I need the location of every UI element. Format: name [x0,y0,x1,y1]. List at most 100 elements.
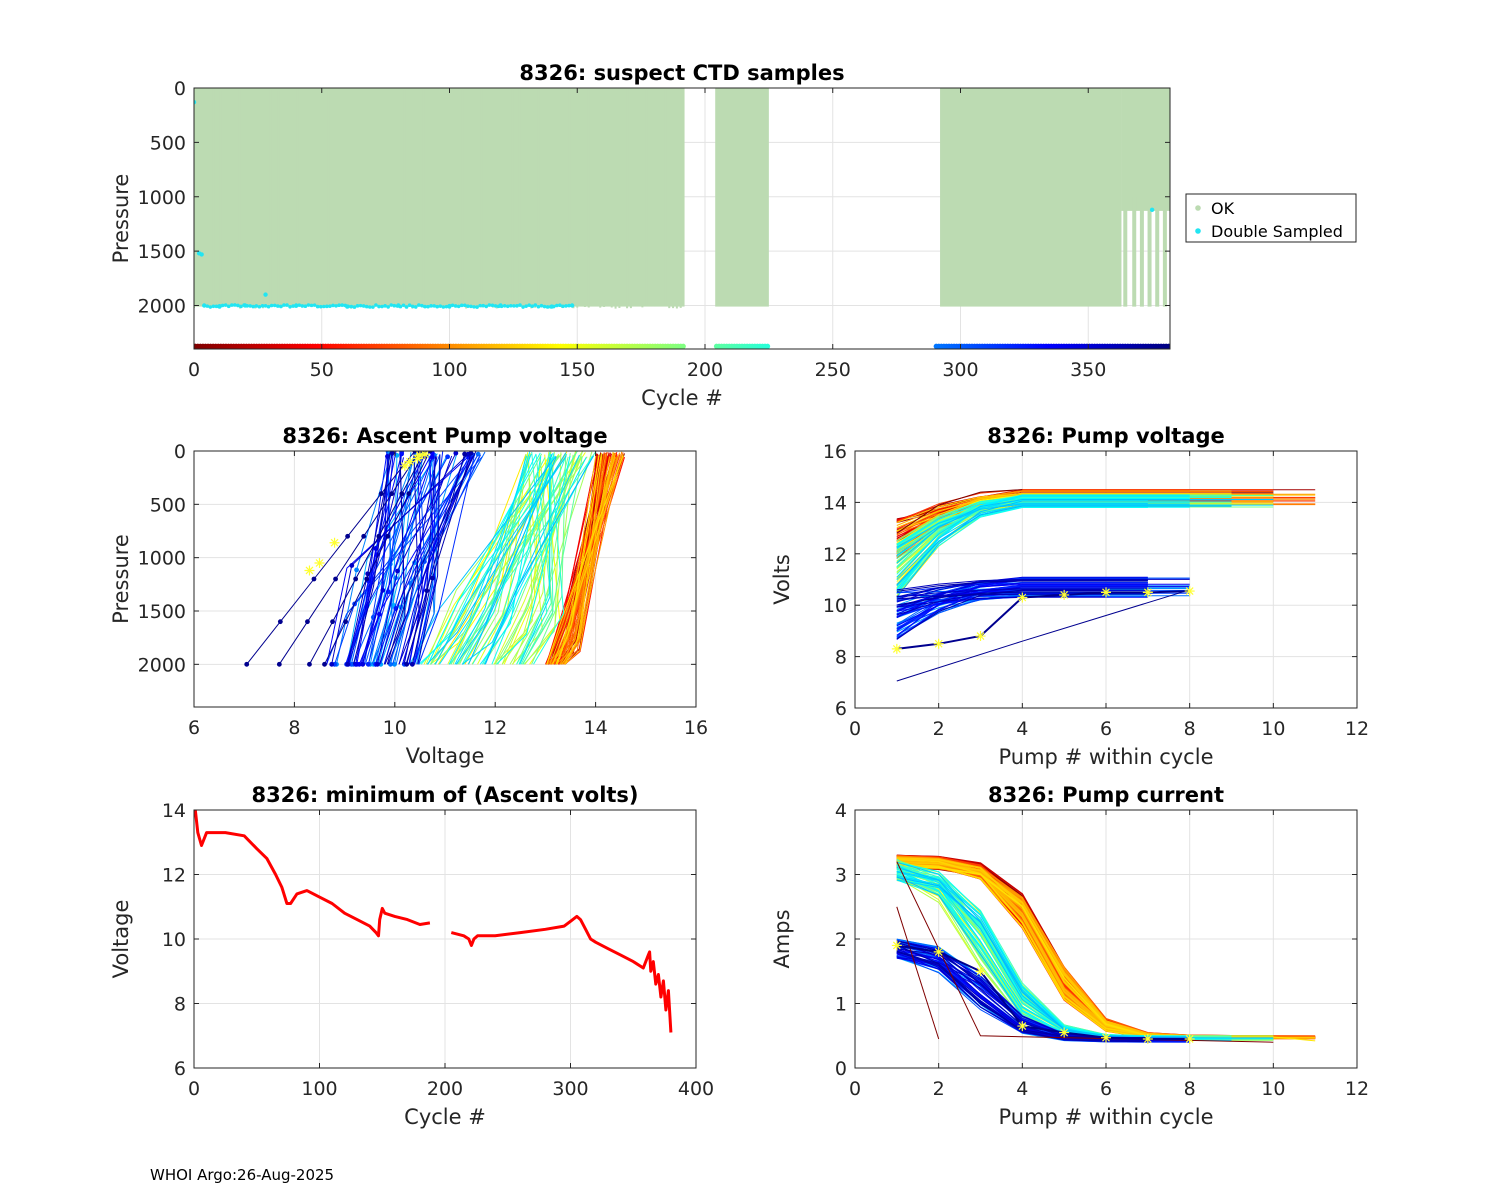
y-tick-label: 1000 [138,187,186,209]
double-sampled-point [266,304,271,309]
ascent-profile-line [398,456,465,665]
pump-voltage-line [896,498,1190,546]
x-tick-label: 10 [1261,718,1285,740]
double-sampled-point [521,305,525,309]
pump-point [361,533,367,539]
double-sampled-point [285,303,289,307]
y-tick-label: 500 [150,494,186,516]
x-tick-label: 100 [301,1078,337,1100]
pump-point [395,568,400,574]
y-tick-label: 0 [835,1058,847,1080]
pump-voltage-line [896,503,1148,556]
y-tick-label: 14 [162,800,186,822]
ascent-profile-line [552,453,624,665]
double-sampled-point [199,252,204,257]
ascent-profile-line [472,452,551,665]
ascent-profile-line [564,454,603,665]
double-sampled-point [248,304,253,308]
x-tick-label: 350 [1070,359,1106,381]
ascent-profile-line [546,455,624,665]
ascent-profile-line [522,451,554,665]
double-sampled-point [230,303,234,307]
double-sampled-point [490,303,495,308]
ascent-profile-line [481,452,555,665]
y-tick-label: 8 [835,647,847,669]
pump-voltage-line [896,499,1274,564]
pump-voltage-line [896,493,1232,523]
double-sampled-point [530,304,535,309]
double-sampled-point [263,304,268,308]
pump-point [389,491,395,497]
double-sampled-point [236,303,240,308]
ascent-profile-line [468,456,557,665]
pump-point [276,661,282,667]
x-tick-label: 14 [584,717,608,739]
double-sampled-point [272,303,277,308]
ascent-profile-line [425,453,562,665]
x-tick-label: 6 [1100,718,1112,740]
double-sampled-point [371,305,375,309]
pump-point [445,454,450,460]
yellow-star-marker [1059,1027,1070,1038]
x-tick-label: 12 [483,717,507,739]
pump-point [389,451,395,456]
double-sampled-point [340,303,344,307]
y-tick-label: 3 [835,865,847,887]
double-sampled-point [303,304,308,309]
pump-voltage-line [896,578,1190,591]
pump-point [322,661,327,667]
ascent-profile-line [484,455,595,665]
double-sampled-point [334,304,338,308]
double-sampled-point [361,304,366,308]
double-sampled-point [276,304,280,308]
double-sampled-point [413,305,418,309]
double-sampled-point [386,305,390,309]
ascent-profile-line [467,456,529,665]
double-sampled-point [377,304,381,309]
double-sampled-point [312,303,317,307]
pump-voltage-line [896,586,1190,640]
legend-box [1185,193,1357,243]
y-axis-label: Voltage [109,900,133,979]
yellow-star-marker [314,558,325,568]
pump-point [388,661,393,667]
double-sampled-point [426,304,430,309]
x-tick-label: 4 [1016,718,1028,740]
pump-voltage-line [896,505,1232,586]
double-sampled-point [567,303,571,308]
chart-title: 8326: suspect CTD samples [519,61,844,85]
yellow-star-marker [933,638,944,649]
yellow-star-marker [1142,587,1153,598]
ascent-profile-line [519,457,551,665]
ascent-profile-line [417,454,441,665]
y-tick-label: 12 [823,544,847,566]
x-tick-label: 0 [188,359,200,381]
ascent-profile-line [360,454,394,665]
yellow-star-marker [975,631,986,642]
pump-point [468,451,474,456]
yellow-star-marker [329,537,340,548]
yellow-star-marker [1184,586,1195,597]
double-sampled-point [1149,207,1155,212]
ascent-profile-line [430,457,546,665]
cycle-color-mark [764,343,771,349]
pump-point [345,661,350,667]
double-sampled-point [524,304,528,308]
double-sampled-point [515,304,519,308]
yellow-star-marker [933,946,944,957]
double-sampled-point [318,304,323,309]
double-sampled-point [217,304,222,309]
suspect-ctd-samples-chart: 0 50 100 150 200 250 300 350 0 500 1000 1500 2000 832… [109,61,1357,410]
ascent-profile-line [561,456,610,665]
legend: OK Double Sampled [1185,193,1357,243]
double-sampled-point [447,303,452,309]
x-tick-label: 100 [431,359,467,381]
double-sampled-point [242,303,248,308]
pump-point [354,567,359,573]
double-sampled-point [374,303,378,307]
pump-point [430,575,435,581]
double-sampled-point [558,303,562,308]
yellow-star-marker [1184,1033,1195,1044]
pump-current-line [1273,1036,1316,1042]
y-tick-label: 2000 [138,654,186,676]
